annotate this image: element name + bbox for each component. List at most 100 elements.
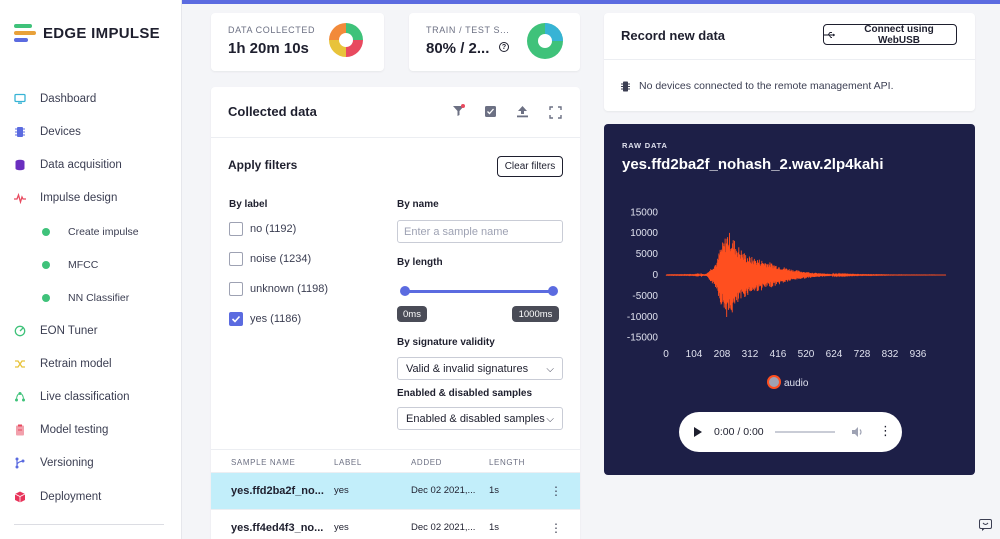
sidebar-item-label: Deployment: [40, 491, 102, 503]
seek-bar[interactable]: [775, 431, 835, 433]
expand-icon[interactable]: [549, 106, 562, 119]
checkbox[interactable]: [229, 222, 243, 236]
sidebar-item-label: Live classification: [40, 391, 130, 403]
play-icon[interactable]: [693, 426, 703, 438]
filter-icon[interactable]: [452, 104, 465, 117]
length-slider-max-handle[interactable]: [548, 286, 558, 296]
volume-icon[interactable]: [851, 426, 864, 438]
clipboard-icon: [16, 424, 24, 436]
signature-select[interactable]: Valid & invalid signatures ⌵: [397, 357, 563, 380]
sample-name[interactable]: yes.ffd2ba2f_no...: [231, 485, 324, 497]
sample-added: Dec 02 2021,...: [411, 485, 476, 496]
label-filter-yes[interactable]: yes (1186): [229, 312, 301, 326]
table-row[interactable]: yes.ffd2ba2f_no... yes Dec 02 2021,... 1…: [211, 473, 580, 509]
database-icon: [15, 159, 25, 171]
x-tick-label: 728: [854, 349, 871, 360]
sidebar-subitem-nn-classifier[interactable]: NN Classifier: [42, 290, 129, 306]
select-value: Enabled & disabled samples: [406, 412, 545, 425]
sidebar-item-dashboard[interactable]: Dashboard: [14, 89, 96, 109]
length-slider-min-handle[interactable]: [400, 286, 410, 296]
chat-support-icon[interactable]: [979, 519, 992, 531]
by-length-heading: By length: [397, 257, 443, 268]
stat-value: 80% / 2...: [426, 40, 490, 57]
audio-player[interactable]: 0:00 / 0:00 ⋮: [679, 412, 902, 452]
table-row[interactable]: yes.ff4ed4f3_no... yes Dec 02 2021,... 1…: [211, 509, 580, 539]
enabled-heading: Enabled & disabled samples: [397, 388, 533, 399]
label-filter-text: noise (1234): [250, 253, 312, 265]
sample-length: 1s: [489, 522, 500, 533]
sidebar-item-model-testing[interactable]: Model testing: [14, 420, 108, 440]
sidebar-item-label: Devices: [40, 126, 81, 138]
stat-card-train-test: TRAIN / TEST S... 80% / 2... ?: [409, 13, 580, 71]
player-time: 0:00 / 0:00: [714, 426, 764, 438]
sample-name[interactable]: yes.ff4ed4f3_no...: [231, 522, 324, 534]
monitor-icon: [14, 93, 26, 104]
column-header[interactable]: SAMPLE NAME: [231, 458, 296, 467]
more-options-icon[interactable]: ⋮: [550, 484, 562, 498]
column-header[interactable]: ADDED: [411, 458, 443, 467]
sidebar-subitem-label: MFCC: [68, 259, 99, 271]
divider: [604, 59, 975, 60]
sidebar-item-eon-tuner[interactable]: EON Tuner: [14, 321, 98, 341]
select-checkbox-icon[interactable]: [484, 105, 497, 118]
branch-icon: [15, 457, 25, 469]
chip-icon: [15, 127, 25, 137]
sample-title: yes.ffd2ba2f_nohash_2.wav.2lp4kahi: [622, 156, 884, 173]
chip-icon: [621, 81, 630, 91]
enabled-select[interactable]: Enabled & disabled samples ⌵: [397, 407, 563, 430]
connect-webusb-label: Connect using WebUSB: [864, 23, 934, 46]
sample-label: yes: [334, 522, 349, 533]
checkmark-icon: [231, 315, 241, 323]
label-filter-noise[interactable]: noise (1234): [229, 252, 311, 266]
sidebar-item-versioning[interactable]: Versioning: [14, 453, 94, 473]
checkbox[interactable]: [229, 252, 243, 266]
sidebar-item-live-classification[interactable]: Live classification: [14, 387, 129, 407]
sidebar-item-devices[interactable]: Devices: [14, 122, 81, 142]
y-tick-label: -10000: [627, 312, 659, 323]
sidebar: EDGE IMPULSE Dashboard Devices Data acqu…: [0, 0, 182, 539]
logo-icon: [14, 23, 36, 43]
sample-label: yes: [334, 485, 349, 496]
sidebar-subitem-label: NN Classifier: [68, 292, 130, 304]
live-icon: [15, 392, 25, 402]
y-tick-label: 0: [652, 270, 658, 281]
x-tick-label: 936: [910, 349, 927, 360]
x-tick-label: 416: [770, 349, 787, 360]
label-filter-text: yes (1186): [250, 313, 302, 325]
y-tick-label: 5000: [636, 249, 659, 260]
clear-filters-button[interactable]: Clear filters: [497, 156, 563, 177]
help-icon[interactable]: ?: [499, 42, 509, 52]
no-devices-text: No devices connected to the remote manag…: [639, 80, 894, 92]
sidebar-item-label: Model testing: [40, 424, 109, 436]
raw-data-label: RAW DATA: [622, 141, 668, 150]
sidebar-item-impulse-design[interactable]: Impulse design: [14, 188, 117, 208]
sidebar-item-deployment[interactable]: Deployment: [14, 487, 101, 507]
raw-data-panel: RAW DATA yes.ffd2ba2f_nohash_2.wav.2lp4k…: [604, 124, 975, 475]
length-slider-track[interactable]: [404, 290, 553, 293]
player-options-icon[interactable]: ⋮: [879, 423, 892, 438]
x-tick-label: 520: [798, 349, 815, 360]
checkbox[interactable]: [229, 282, 243, 296]
checkbox-checked[interactable]: [229, 312, 243, 326]
logo[interactable]: EDGE IMPULSE: [14, 23, 160, 43]
sidebar-subitem-create-impulse[interactable]: Create impulse: [42, 224, 139, 240]
label-filter-no[interactable]: no (1192): [229, 222, 296, 236]
stat-value: 1h 20m 10s: [228, 40, 309, 57]
legend-label[interactable]: audio: [784, 378, 809, 389]
connect-webusb-button[interactable]: Connect using WebUSB: [823, 23, 957, 46]
usb-icon: [824, 31, 835, 38]
x-tick-label: 624: [826, 349, 843, 360]
label-filter-unknown[interactable]: unknown (1198): [229, 282, 328, 296]
box-icon: [14, 491, 26, 503]
upload-icon[interactable]: [516, 105, 529, 118]
column-header[interactable]: LENGTH: [489, 458, 526, 467]
sample-name-input[interactable]: [397, 220, 563, 243]
column-header[interactable]: LABEL: [334, 458, 362, 467]
sidebar-item-data-acquisition[interactable]: Data acquisition: [14, 155, 122, 175]
brand-name: EDGE IMPULSE: [43, 24, 160, 42]
sidebar-item-retrain-model[interactable]: Retrain model: [14, 354, 112, 374]
divider: [211, 137, 580, 138]
sidebar-subitem-label: Create impulse: [68, 226, 139, 238]
sidebar-subitem-mfcc[interactable]: MFCC: [42, 257, 98, 273]
more-options-icon[interactable]: ⋮: [550, 521, 562, 535]
